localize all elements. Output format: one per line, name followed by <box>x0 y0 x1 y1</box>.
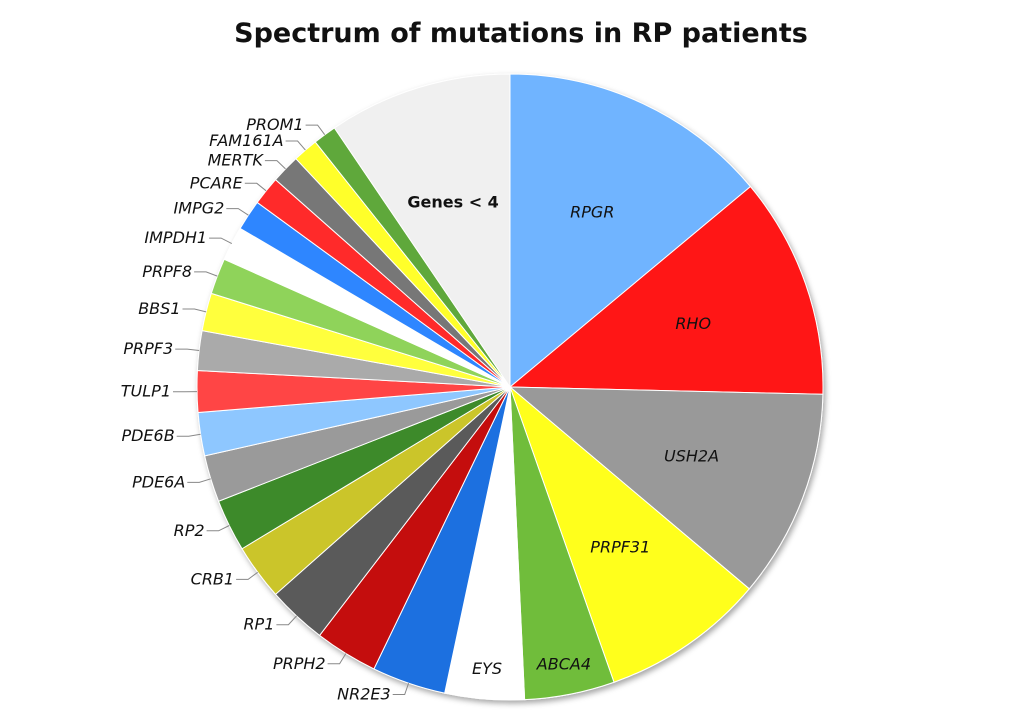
slice-label-prom1: PROM1 <box>246 115 303 134</box>
leader-line-crb1 <box>236 571 258 580</box>
leader-line-nr2e3 <box>392 682 410 695</box>
slice-label-abca4: ABCA4 <box>536 655 591 674</box>
slice-labels: RPGR RHO USH2A PRPF31 ABCA4 EYS NR2E3 PRPH2 RP1 C… <box>121 115 719 703</box>
slice-label-nr2e3: NR2E3 <box>337 685 391 704</box>
slice-label-ush2a: USH2A <box>664 447 719 466</box>
leader-line-pde6b <box>176 433 201 437</box>
slice-label-eys: EYS <box>472 659 502 678</box>
leader-line-rp1 <box>276 615 297 626</box>
slice-label-prpf8: PRPF8 <box>142 262 192 281</box>
leader-line-mertk <box>264 160 286 170</box>
slice-label-mertk: MERTK <box>208 151 265 170</box>
pie-slice-ush2a <box>508 386 824 590</box>
leader-line-bbs1 <box>182 308 207 313</box>
leader-line-pcare <box>244 182 267 192</box>
slice-label-pde6b: PDE6B <box>121 426 174 445</box>
slice-label-impg2: IMPG2 <box>174 199 225 218</box>
slice-label-prpf3: PRPF3 <box>123 339 173 358</box>
slice-label-rp1: RP1 <box>243 615 274 634</box>
slice-label-impdh1: IMPDH1 <box>144 228 207 247</box>
slice-label-rp2: RP2 <box>174 521 205 540</box>
leader-line-pde6a <box>187 478 211 483</box>
slice-label-fam161a: FAM161A <box>209 131 284 150</box>
pie-slices <box>196 73 824 701</box>
leader-line-prom1 <box>305 124 326 135</box>
leader-line-prph2 <box>327 653 347 665</box>
leader-lines <box>173 124 410 695</box>
slice-label-tulp1: TULP1 <box>121 382 171 401</box>
slice-label-pde6a: PDE6A <box>132 472 185 491</box>
slice-label-genes-4: Genes < 4 <box>407 193 498 212</box>
slice-label-pcare: PCARE <box>190 173 244 192</box>
slice-label-prph2: PRPH2 <box>273 654 326 673</box>
pie-slice-prpf31 <box>508 385 750 683</box>
leader-line-impg2 <box>226 208 249 216</box>
pie-slice-rpgr <box>509 73 752 389</box>
slice-label-prpf31: PRPF31 <box>590 538 650 557</box>
slice-label-rho: RHO <box>675 314 711 333</box>
leader-line-impdh1 <box>209 237 233 245</box>
pie-slice-genes-4 <box>333 73 511 389</box>
leader-line-prpf8 <box>194 271 218 277</box>
slice-label-bbs1: BBS1 <box>138 299 180 318</box>
pie-slice-rho <box>508 185 824 395</box>
slice-label-rpgr: RPGR <box>570 202 614 221</box>
leader-line-rp2 <box>206 525 230 532</box>
slice-label-crb1: CRB1 <box>191 569 234 588</box>
leader-line-fam161a <box>285 140 306 151</box>
chart-title: Spectrum of mutations in RP patients <box>234 18 808 49</box>
leader-line-prpf3 <box>175 348 200 351</box>
